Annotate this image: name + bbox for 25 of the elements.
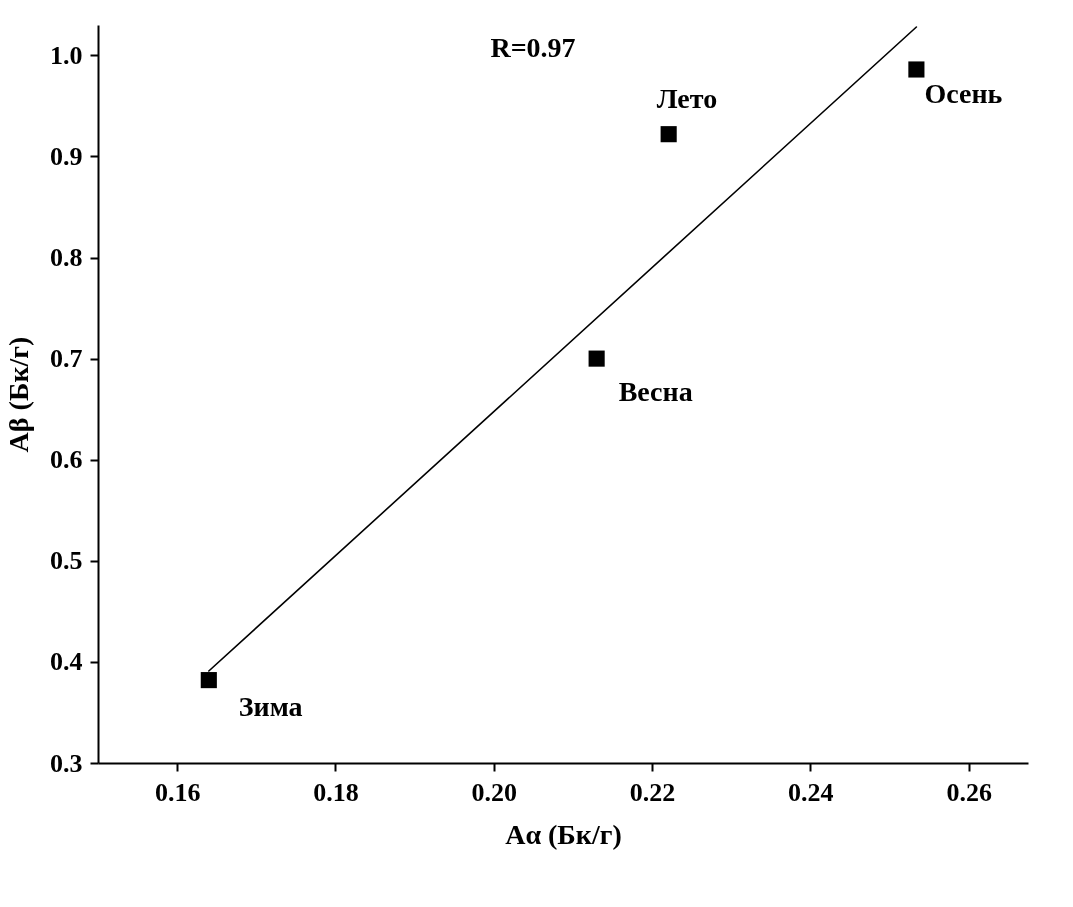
point	[588, 350, 605, 367]
point	[908, 61, 925, 78]
point	[200, 672, 217, 689]
x-tick-label: 0.26	[946, 777, 992, 807]
y-axis-title: Aβ (Бк/г)	[3, 336, 34, 453]
y-tick-label: 0.8	[50, 243, 83, 273]
annotation: Зима	[238, 691, 303, 723]
x-tick-label: 0.24	[788, 777, 834, 807]
y-tick-label: 1.0	[50, 40, 83, 70]
annotation: Осень	[924, 78, 1003, 110]
y-tick-label: 0.3	[50, 748, 83, 778]
x-tick-label: 0.16	[154, 777, 201, 807]
x-tick-label: 0.22	[629, 777, 676, 807]
x-tick-label: 0.20	[471, 777, 517, 807]
x-axis-title: Aα (Бк/г)	[505, 818, 622, 850]
y-tick-label: 0.6	[50, 445, 83, 475]
y-tick-label: 0.4	[50, 647, 83, 677]
y-tick-label: 0.7	[50, 344, 83, 374]
x-tick-label: 0.18	[313, 777, 359, 807]
annotation: Весна	[618, 375, 693, 407]
y-tick-label: 0.5	[50, 546, 83, 576]
annotation: Лето	[656, 83, 718, 115]
y-tick-label: 0.9	[50, 141, 83, 171]
point	[660, 126, 677, 143]
annotation: R=0.97	[490, 32, 576, 63]
